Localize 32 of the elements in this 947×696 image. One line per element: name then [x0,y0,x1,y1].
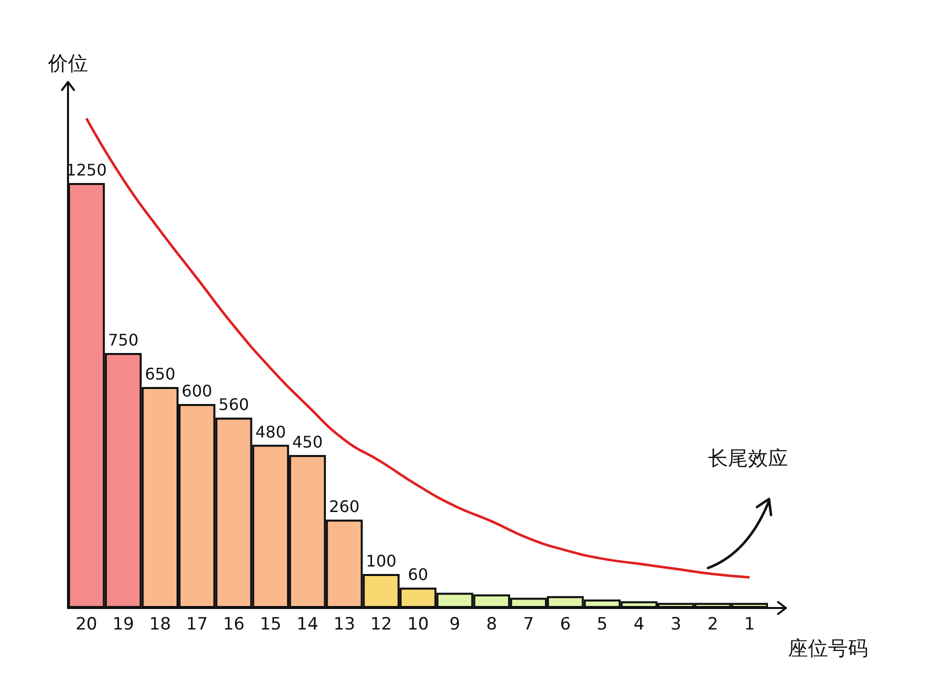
data-label: 480 [255,422,286,442]
annotation: 长尾效应 [708,446,788,470]
data-label: 100 [366,552,396,570]
x-tick-label: 15 [260,614,282,634]
y-axis-title: 价位 [47,51,88,75]
x-tick-label: 10 [407,614,429,634]
x-tick-label: 4 [634,614,644,634]
x-tick-label: 9 [449,614,460,634]
x-tick-label: 7 [523,614,534,634]
data-label: 600 [182,382,212,400]
x-axis-title: 座位号码 [788,636,868,660]
x-tick-label: 8 [486,614,498,634]
x-tick-label: 17 [186,614,208,634]
x-tick-label: 12 [370,614,392,634]
x-tick-label: 1 [744,614,755,634]
x-tick-label: 19 [112,614,134,634]
data-label: 650 [144,364,176,384]
x-tick-label: 14 [296,614,318,634]
x-tick-label: 20 [76,614,98,634]
data-label: 560 [218,395,250,414]
x-tick-label: 3 [670,614,682,634]
data-label: 750 [108,330,139,350]
data-label: 60 [408,565,428,584]
data-label: 260 [329,497,360,516]
x-tick-label: 2 [707,614,718,634]
data-label: 450 [292,432,323,452]
x-tick-label: 6 [560,614,571,634]
x-tick-label: 18 [149,614,171,634]
data-label: 1250 [66,160,107,180]
x-tick-label: 16 [222,614,245,634]
x-tick-label: 13 [333,614,356,634]
x-tick-label: 5 [596,614,608,634]
